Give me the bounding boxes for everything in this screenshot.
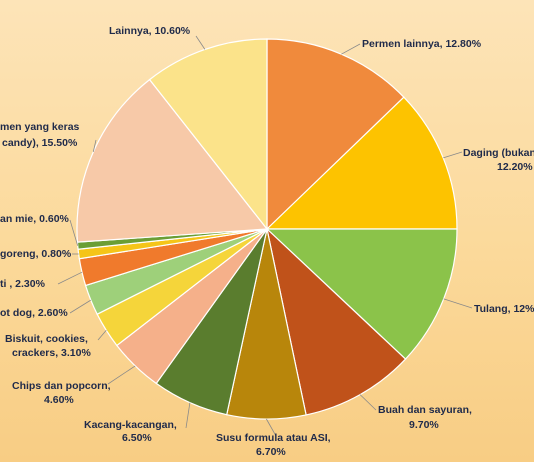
label-buah-line2: 9.70%: [409, 419, 439, 431]
label-permen-keras-line2: candy), 15.50%: [2, 137, 78, 149]
label-hotdog: ot dog, 2.60%: [0, 307, 68, 319]
label-kacang-line1: Kacang-kacangan,: [84, 419, 177, 431]
leader-line-12: [92, 139, 97, 152]
leader-line-4: [266, 418, 277, 437]
leader-line-8: [69, 299, 92, 314]
leader-line-13: [195, 35, 206, 50]
pie-slices: [76, 38, 458, 420]
leader-line-1: [443, 151, 463, 159]
pie-slice-lainnya: [148, 38, 268, 231]
pie-slice-permen-lainnya: [266, 38, 405, 231]
leader-line-0: [341, 43, 361, 55]
slice-labels: Permen lainnya, 12.80% Daging (bukan 12.…: [0, 25, 534, 458]
label-roti: ti , 2.30%: [0, 278, 46, 290]
label-chips-line2: 4.60%: [44, 394, 74, 406]
leader-line-11: [69, 219, 79, 246]
leader-line-3: [359, 394, 377, 411]
label-biskuit-line2: crackers, 3.10%: [12, 347, 91, 359]
label-permen-lainnya: Permen lainnya, 12.80%: [362, 38, 482, 50]
label-daging-line1: Daging (bukan: [463, 147, 534, 159]
leader-lines: [57, 35, 473, 437]
pie-slice-buah-dan-sayuran: [266, 227, 407, 416]
pie-slice-daging-bukan-tulang: [265, 96, 458, 230]
label-susu-line1: Susu formula atau ASI,: [216, 432, 331, 444]
pie-slice-tulang: [265, 228, 458, 360]
leader-line-2: [443, 298, 473, 309]
label-biskuit-line1: Biskuit, cookies,: [5, 333, 88, 345]
label-buah-line1: Buah dan sayuran,: [378, 404, 472, 416]
label-daging-line2: 12.20%: [497, 161, 533, 173]
pie-slice-permen-yang-keras-hard-candy: [76, 78, 269, 243]
label-chips-line1: Chips dan popcorn,: [12, 380, 111, 392]
label-kacang-line2: 6.50%: [122, 432, 152, 444]
leader-line-9: [57, 271, 83, 285]
label-permen-keras-line1: men yang keras: [0, 121, 80, 133]
leader-line-6: [107, 365, 136, 385]
leader-line-5: [185, 402, 191, 429]
leader-line-7: [97, 330, 107, 341]
label-mie: an mie, 0.60%: [0, 213, 70, 225]
label-lainnya: Lainnya, 10.60%: [109, 25, 191, 37]
label-susu-line2: 6.70%: [256, 446, 286, 458]
label-goreng: goreng, 0.80%: [0, 248, 72, 260]
label-tulang: Tulang, 12%: [474, 303, 534, 315]
